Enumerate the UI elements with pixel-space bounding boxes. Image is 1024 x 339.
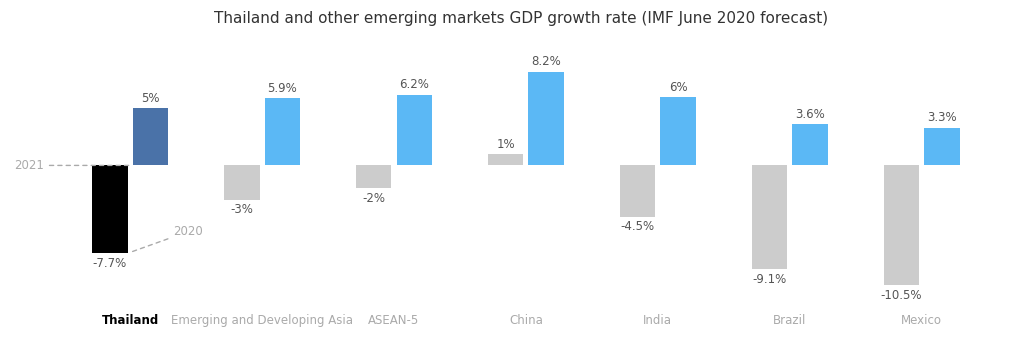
Bar bbox=[487, 154, 523, 165]
Bar bbox=[264, 98, 300, 165]
Text: 5.9%: 5.9% bbox=[267, 82, 297, 95]
Bar bbox=[660, 97, 696, 165]
Bar bbox=[884, 165, 919, 285]
Text: Mexico: Mexico bbox=[901, 314, 942, 327]
Text: -2%: -2% bbox=[362, 192, 385, 205]
Text: India: India bbox=[643, 314, 673, 327]
Text: 6%: 6% bbox=[669, 81, 687, 94]
Text: 2021: 2021 bbox=[14, 159, 130, 172]
Bar bbox=[620, 165, 655, 217]
Bar bbox=[793, 124, 827, 165]
Text: -3%: -3% bbox=[230, 203, 253, 216]
Text: -7.7%: -7.7% bbox=[93, 257, 127, 270]
Text: Thailand: Thailand bbox=[101, 314, 159, 327]
Title: Thailand and other emerging markets GDP growth rate (IMF June 2020 forecast): Thailand and other emerging markets GDP … bbox=[214, 11, 827, 26]
Text: Brazil: Brazil bbox=[773, 314, 806, 327]
Text: 3.6%: 3.6% bbox=[795, 108, 825, 121]
Bar bbox=[356, 165, 391, 188]
Bar bbox=[133, 108, 168, 165]
Bar bbox=[752, 165, 787, 269]
Text: Emerging and Developing Asia: Emerging and Developing Asia bbox=[171, 314, 353, 327]
Text: -9.1%: -9.1% bbox=[753, 273, 786, 286]
Text: 5%: 5% bbox=[141, 92, 160, 105]
Text: 3.3%: 3.3% bbox=[927, 111, 956, 124]
Bar bbox=[92, 165, 128, 253]
Text: -4.5%: -4.5% bbox=[621, 220, 654, 233]
Text: 6.2%: 6.2% bbox=[399, 78, 429, 91]
Text: China: China bbox=[509, 314, 543, 327]
Text: 2020: 2020 bbox=[130, 225, 203, 252]
Text: -10.5%: -10.5% bbox=[881, 288, 922, 302]
Bar bbox=[396, 95, 432, 165]
Bar bbox=[528, 72, 564, 165]
Text: ASEAN-5: ASEAN-5 bbox=[369, 314, 420, 327]
Bar bbox=[224, 165, 259, 200]
Text: 1%: 1% bbox=[497, 138, 515, 151]
Text: 8.2%: 8.2% bbox=[531, 56, 561, 68]
Bar bbox=[924, 128, 959, 165]
